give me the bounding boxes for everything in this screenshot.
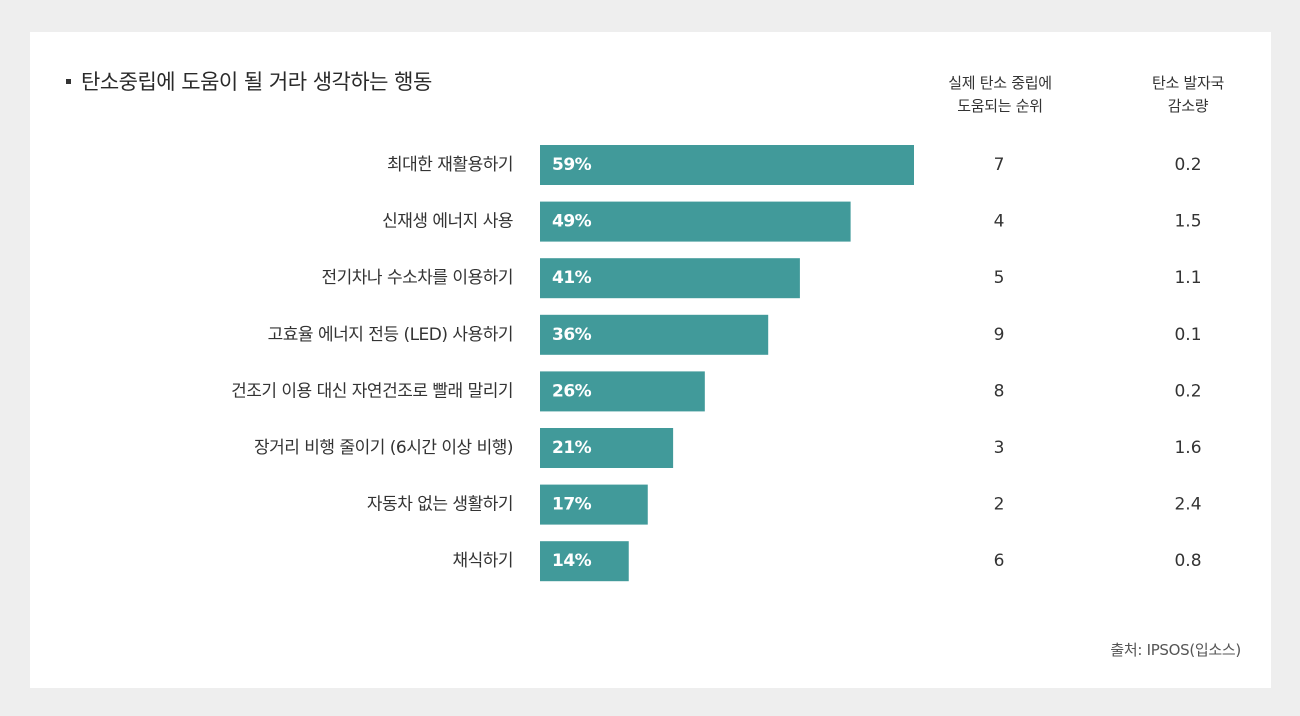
category-label: 건조기 이용 대신 자연건조로 빨래 말리기 (231, 381, 513, 401)
bar-value-label: 59% (552, 155, 592, 175)
bar-chart: 최대한 재활용하기 59% 7 0.2 신재생 에너지 사용 49% 4 1.5 전기차나 수소… (231, 145, 1202, 582)
bar-value-label: 36% (552, 325, 592, 345)
rank-column-header: 실제 탄소 중립에 도움되는 순위 (920, 72, 1080, 118)
chart-card: 탄소중립에 도움이 될 거라 생각하는 행동 실제 탄소 중립에 도움되는 순위… (30, 32, 1271, 688)
rank-value: 8 (994, 381, 1005, 401)
bar-value-label: 14% (552, 551, 592, 571)
chart-title: 탄소중립에 도움이 될 거라 생각하는 행동 (81, 70, 432, 94)
bar (540, 201, 851, 242)
category-label: 자동차 없는 생활하기 (367, 495, 513, 515)
bar (540, 145, 914, 185)
reduction-header-line-2: 감소량 (1167, 97, 1209, 115)
reduction-value: 0.8 (1174, 551, 1201, 571)
reduction-value: 0.2 (1174, 381, 1201, 401)
bar-value-label: 49% (552, 212, 592, 232)
bar-value-label: 17% (552, 495, 592, 515)
rank-value: 9 (994, 325, 1005, 345)
category-label: 장거리 비행 줄이기 (6시간 이상 비행) (254, 438, 513, 458)
category-label: 고효율 에너지 전등 (LED) 사용하기 (268, 325, 513, 345)
reduction-value: 0.1 (1174, 325, 1201, 345)
category-label: 채식하기 (452, 551, 513, 571)
rank-value: 3 (994, 438, 1005, 458)
reduction-value: 1.6 (1174, 438, 1201, 458)
bar (540, 258, 800, 299)
title-row: 탄소중립에 도움이 될 거라 생각하는 행동 (66, 66, 432, 96)
reduction-value: 2.4 (1174, 495, 1201, 515)
bar (540, 371, 705, 412)
reduction-column-header: 탄소 발자국 감소량 (1108, 72, 1268, 118)
reduction-value: 0.2 (1174, 155, 1201, 175)
rank-header-line-1: 실제 탄소 중립에 (948, 74, 1052, 92)
bar (540, 484, 648, 525)
reduction-value: 1.1 (1174, 268, 1201, 288)
rank-header-line-2: 도움되는 순위 (957, 97, 1043, 115)
bar-value-label: 41% (552, 268, 592, 288)
rank-value: 6 (994, 551, 1005, 571)
bar (540, 541, 629, 582)
reduction-header-line-1: 탄소 발자국 (1152, 74, 1224, 92)
source-note: 출처: IPSOS(입소스) (1110, 641, 1241, 659)
rank-value: 4 (994, 212, 1005, 232)
bar-value-label: 21% (552, 438, 592, 458)
rank-value: 2 (994, 495, 1005, 515)
category-label: 신재생 에너지 사용 (382, 212, 513, 232)
reduction-value: 1.5 (1174, 212, 1201, 232)
rank-value: 7 (994, 155, 1005, 175)
category-label: 전기차나 수소차를 이용하기 (322, 268, 514, 288)
category-label: 최대한 재활용하기 (387, 155, 513, 175)
bar (540, 314, 769, 355)
bar (540, 428, 674, 468)
bar-value-label: 26% (552, 381, 592, 401)
rank-value: 5 (994, 268, 1005, 288)
title-bullet-icon (66, 78, 71, 84)
